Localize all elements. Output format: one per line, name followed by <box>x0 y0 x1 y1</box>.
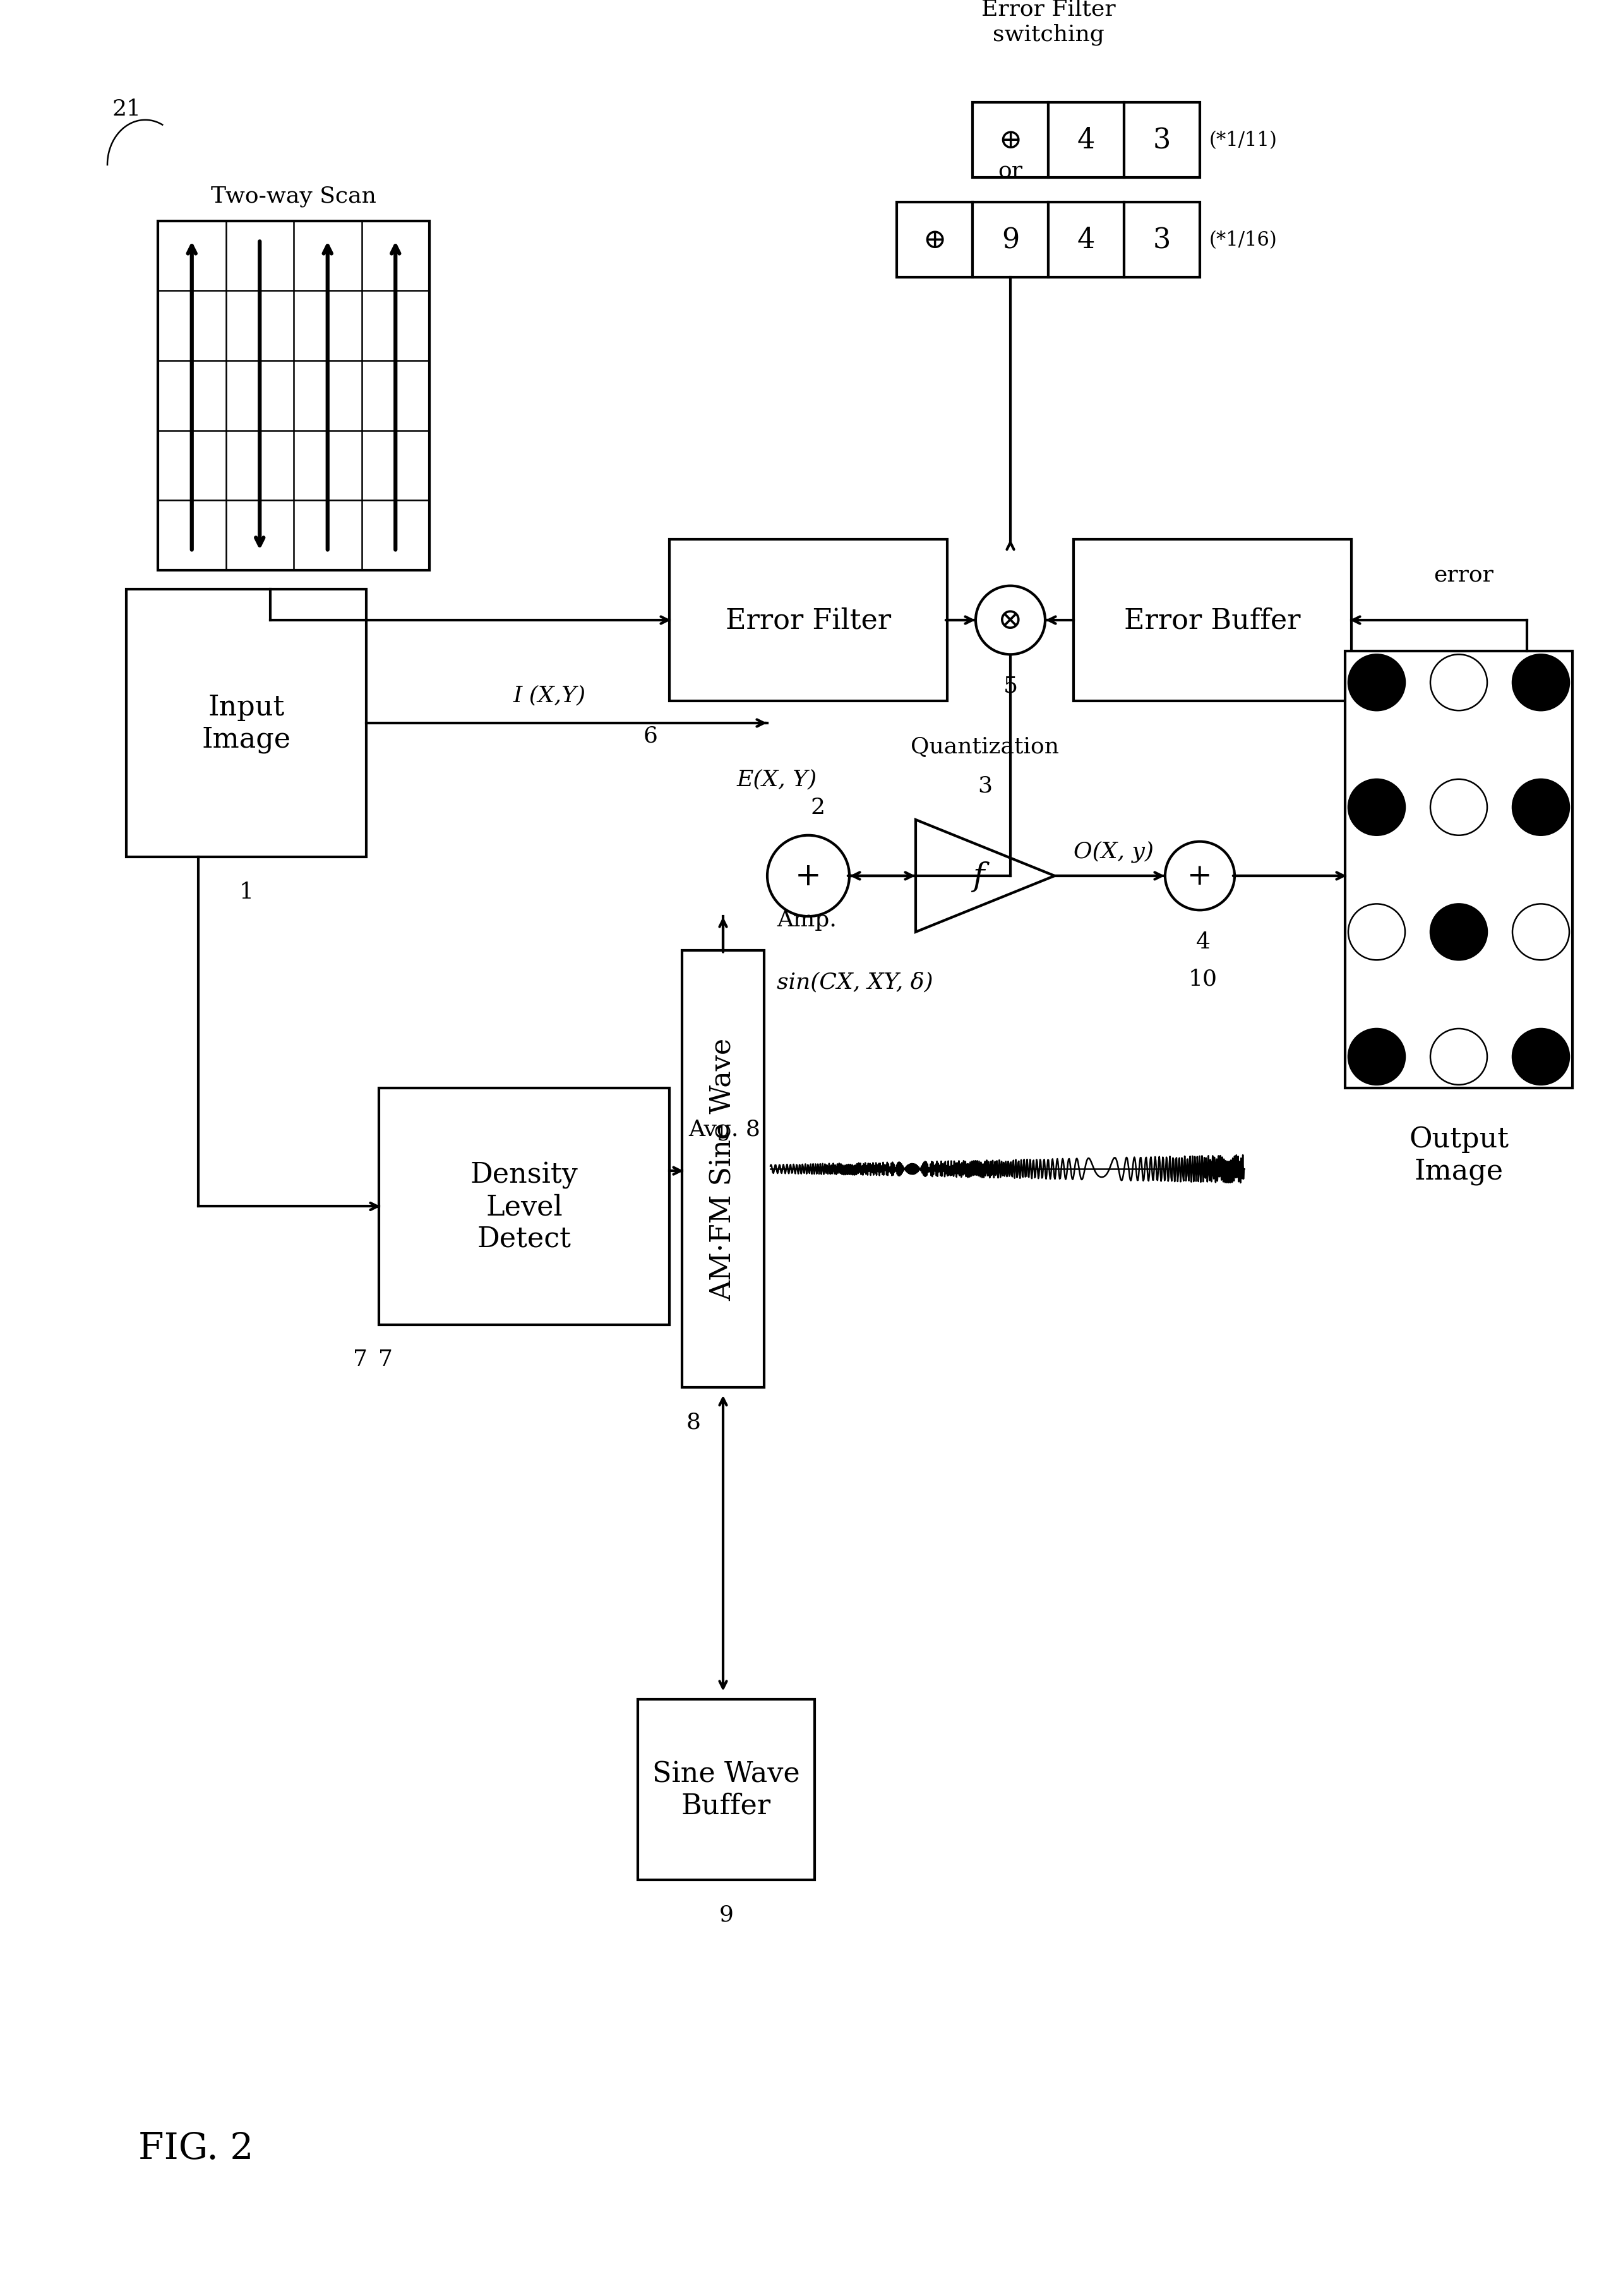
Text: 7: 7 <box>378 1348 393 1371</box>
Circle shape <box>976 585 1046 654</box>
Bar <box>1049 202 1125 278</box>
Text: FIG. 2: FIG. 2 <box>137 2131 254 2165</box>
Circle shape <box>1430 1029 1487 1086</box>
Bar <box>126 590 367 856</box>
Text: 1: 1 <box>239 882 254 902</box>
Text: +: + <box>1188 861 1212 891</box>
Text: Avg. 8: Avg. 8 <box>688 1118 760 1139</box>
Text: O(X, y): O(X, y) <box>1073 840 1154 863</box>
Circle shape <box>1513 905 1569 960</box>
Bar <box>158 220 430 572</box>
Bar <box>1125 103 1199 177</box>
Text: Output
Image: Output Image <box>1409 1125 1509 1185</box>
Circle shape <box>1430 781 1487 836</box>
Text: Two-way Scan: Two-way Scan <box>212 186 377 207</box>
Text: 3: 3 <box>1154 126 1172 154</box>
Bar <box>973 202 1049 278</box>
Text: E(X, Y): E(X, Y) <box>737 769 818 790</box>
Text: 9: 9 <box>1002 227 1020 255</box>
Text: f: f <box>973 861 984 891</box>
Text: +: + <box>795 861 821 891</box>
Bar <box>1125 202 1199 278</box>
Text: 10: 10 <box>1188 969 1217 990</box>
Bar <box>378 1088 669 1325</box>
Bar <box>1049 103 1125 177</box>
Text: Amp.: Amp. <box>777 909 837 930</box>
Bar <box>897 202 973 278</box>
Text: 7: 7 <box>352 1348 367 1371</box>
Circle shape <box>1513 1029 1569 1086</box>
Text: ⊕: ⊕ <box>923 227 947 255</box>
Text: Error Filter: Error Filter <box>726 606 890 634</box>
Text: Error Buffer: Error Buffer <box>1125 606 1301 634</box>
Text: error: error <box>1433 565 1493 585</box>
Text: (*1/11): (*1/11) <box>1209 131 1277 149</box>
Circle shape <box>1165 843 1235 912</box>
Text: 4: 4 <box>1078 126 1096 154</box>
Text: (*1/16): (*1/16) <box>1209 230 1277 250</box>
Text: Error Filter
switching: Error Filter switching <box>981 0 1115 46</box>
Text: 5: 5 <box>1004 675 1018 696</box>
Bar <box>1345 652 1572 1088</box>
Bar <box>669 540 947 703</box>
Circle shape <box>1348 905 1404 960</box>
Text: AM·FM Sine Wave: AM·FM Sine Wave <box>709 1038 737 1300</box>
Text: Density
Level
Detect: Density Level Detect <box>470 1162 579 1251</box>
Text: I (X,Y): I (X,Y) <box>512 684 585 707</box>
Text: Sine Wave
Buffer: Sine Wave Buffer <box>653 1761 800 1818</box>
Text: Quantization: Quantization <box>911 737 1060 758</box>
Text: 9: 9 <box>719 1903 734 1924</box>
Text: 4: 4 <box>1078 227 1096 255</box>
Circle shape <box>1348 654 1404 712</box>
Text: 3: 3 <box>1154 227 1172 255</box>
Text: 3: 3 <box>978 776 992 797</box>
Text: Input
Image: Input Image <box>202 693 291 753</box>
Text: 2: 2 <box>811 797 826 817</box>
Circle shape <box>1513 781 1569 836</box>
Circle shape <box>1513 654 1569 712</box>
Text: ⊗: ⊗ <box>999 606 1023 634</box>
Text: ⊕: ⊕ <box>999 126 1023 154</box>
Text: sin(CX, XY, δ): sin(CX, XY, δ) <box>777 971 932 992</box>
Circle shape <box>1430 905 1487 960</box>
Text: 4: 4 <box>1196 930 1210 953</box>
Circle shape <box>1348 1029 1404 1086</box>
Text: 6: 6 <box>643 726 658 746</box>
Circle shape <box>1430 654 1487 712</box>
Bar <box>638 1699 814 1880</box>
Text: or: or <box>999 161 1023 181</box>
Text: 8: 8 <box>687 1412 701 1433</box>
Bar <box>973 103 1049 177</box>
Bar <box>682 951 764 1387</box>
Circle shape <box>1348 781 1404 836</box>
Text: 21: 21 <box>112 99 141 119</box>
Bar <box>1073 540 1351 703</box>
Circle shape <box>768 836 850 916</box>
